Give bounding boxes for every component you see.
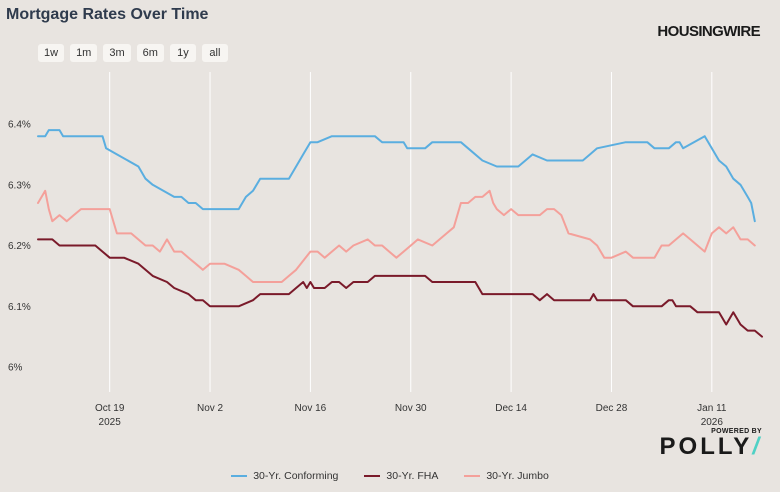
legend-item-jumbo[interactable]: 30-Yr. Jumbo <box>464 470 549 482</box>
legend-item-fha[interactable]: 30-Yr. FHA <box>364 470 438 482</box>
series-line-conforming[interactable] <box>37 129 756 223</box>
range-all-button[interactable]: all <box>201 44 228 62</box>
range-selector: 1w 1m 3m 6m 1y all <box>38 44 228 62</box>
legend-swatch-conforming <box>231 475 248 477</box>
polly-slash-icon: / <box>752 433 762 460</box>
y-tick-label: 6.2% <box>8 241 31 252</box>
y-tick-label: 6.4% <box>8 120 31 131</box>
legend-label-jumbo: 30-Yr. Jumbo <box>486 470 549 482</box>
chart-legend: 30-Yr. Conforming 30-Yr. FHA 30-Yr. Jumb… <box>0 470 780 482</box>
series-line-jumbo[interactable] <box>37 189 756 283</box>
polly-logo: POLLY/ <box>660 435 762 459</box>
x-tick-label: Jan 11 <box>697 403 727 414</box>
housingwire-logo: HOUSINGWIRE <box>657 23 760 40</box>
range-1m-button[interactable]: 1m <box>70 44 98 62</box>
legend-label-fha: 30-Yr. FHA <box>386 470 439 482</box>
x-tick-label: Nov 30 <box>395 403 427 414</box>
range-1y-button[interactable]: 1y <box>169 44 196 62</box>
polly-badge: POWERED BY POLLY/ <box>660 428 762 459</box>
y-tick-label: 6.3% <box>8 180 31 191</box>
x-tick-label: Dec 28 <box>596 403 628 414</box>
series-line-fha[interactable] <box>37 238 763 338</box>
legend-swatch-jumbo <box>464 475 481 477</box>
x-tick-label: Nov 16 <box>295 403 327 414</box>
y-tick-label: 6% <box>8 363 23 374</box>
chart-title: Mortgage Rates Over Time <box>6 6 209 23</box>
range-6m-button[interactable]: 6m <box>136 44 164 62</box>
x-tick-year-label: 2026 <box>701 417 724 428</box>
polly-wordmark: POLLY <box>659 433 753 460</box>
range-1w-button[interactable]: 1w <box>38 44 65 62</box>
legend-swatch-fha <box>364 475 381 477</box>
y-tick-label: 6.1% <box>8 302 31 313</box>
range-3m-button[interactable]: 3m <box>103 44 131 62</box>
x-tick-label: Dec 14 <box>495 403 527 414</box>
powered-by-label: POWERED BY <box>711 428 762 435</box>
x-tick-label: Nov 2 <box>197 403 224 414</box>
x-tick-label: Oct 19 <box>95 403 125 414</box>
x-tick-year-label: 2025 <box>99 417 122 428</box>
legend-item-conforming[interactable]: 30-Yr. Conforming <box>231 470 338 482</box>
legend-label-conforming: 30-Yr. Conforming <box>253 470 339 482</box>
